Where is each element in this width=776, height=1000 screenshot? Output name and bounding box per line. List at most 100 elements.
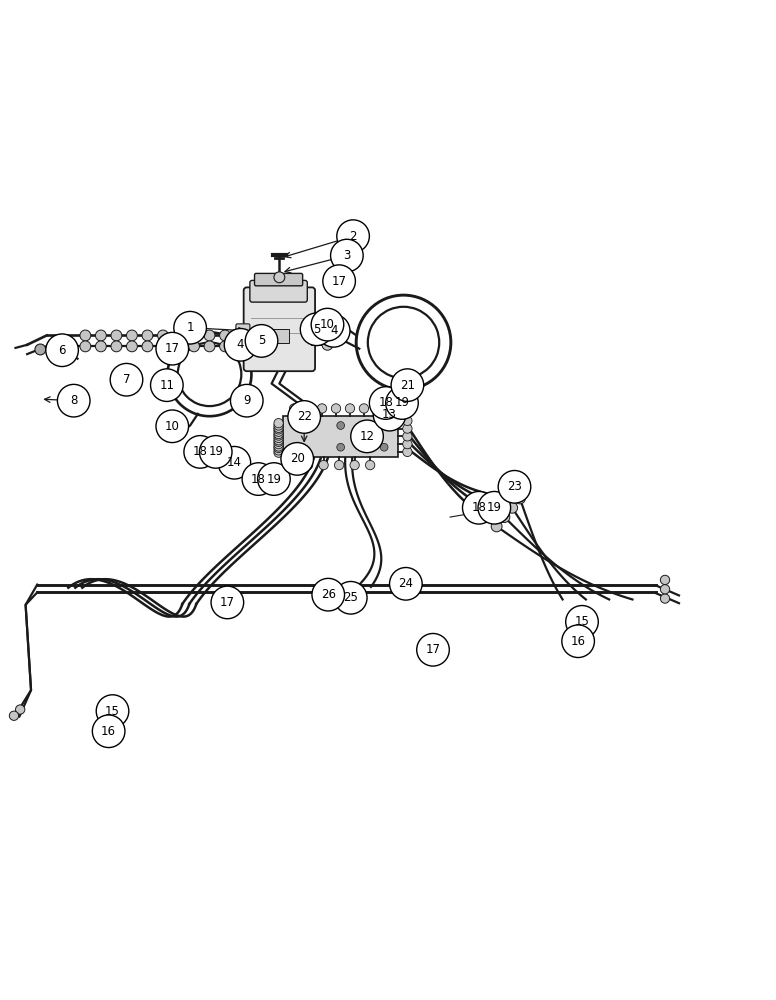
Text: 18: 18 bbox=[378, 396, 393, 410]
Circle shape bbox=[156, 332, 189, 365]
Circle shape bbox=[403, 447, 412, 457]
Text: 18: 18 bbox=[192, 445, 208, 458]
Circle shape bbox=[274, 443, 283, 453]
Circle shape bbox=[189, 341, 199, 352]
Circle shape bbox=[268, 475, 279, 486]
Circle shape bbox=[189, 330, 199, 341]
Circle shape bbox=[380, 443, 388, 451]
Circle shape bbox=[173, 330, 184, 341]
Text: 17: 17 bbox=[220, 596, 235, 609]
Circle shape bbox=[158, 341, 168, 352]
FancyBboxPatch shape bbox=[250, 280, 307, 302]
Text: 4: 4 bbox=[330, 324, 338, 337]
Circle shape bbox=[365, 460, 375, 470]
Text: 25: 25 bbox=[343, 591, 359, 604]
Circle shape bbox=[403, 432, 412, 441]
Text: 15: 15 bbox=[574, 615, 590, 628]
Circle shape bbox=[303, 460, 313, 470]
Circle shape bbox=[258, 463, 290, 495]
Circle shape bbox=[218, 446, 251, 479]
Circle shape bbox=[403, 439, 412, 449]
Text: 10: 10 bbox=[165, 420, 180, 433]
Circle shape bbox=[334, 460, 344, 470]
Circle shape bbox=[312, 578, 345, 611]
Circle shape bbox=[9, 711, 19, 720]
Circle shape bbox=[57, 384, 90, 417]
Text: 16: 16 bbox=[570, 635, 586, 648]
Circle shape bbox=[204, 330, 215, 341]
Circle shape bbox=[300, 313, 333, 346]
Text: 5: 5 bbox=[258, 334, 265, 347]
Circle shape bbox=[514, 493, 525, 504]
Circle shape bbox=[253, 475, 264, 486]
Circle shape bbox=[337, 443, 345, 451]
Text: 19: 19 bbox=[394, 396, 410, 410]
Circle shape bbox=[274, 448, 283, 457]
Circle shape bbox=[380, 400, 391, 411]
Text: 15: 15 bbox=[105, 705, 120, 718]
Circle shape bbox=[184, 436, 217, 468]
Circle shape bbox=[507, 502, 518, 513]
Circle shape bbox=[319, 460, 328, 470]
Text: 22: 22 bbox=[296, 410, 312, 423]
Circle shape bbox=[351, 420, 383, 453]
Circle shape bbox=[397, 400, 407, 411]
Text: 1: 1 bbox=[186, 321, 194, 334]
Circle shape bbox=[96, 695, 129, 727]
Circle shape bbox=[373, 404, 383, 413]
Circle shape bbox=[274, 423, 283, 432]
Circle shape bbox=[499, 512, 510, 523]
Text: 17: 17 bbox=[165, 342, 180, 355]
Circle shape bbox=[293, 422, 301, 429]
Circle shape bbox=[111, 341, 122, 352]
Circle shape bbox=[337, 220, 369, 252]
Text: 7: 7 bbox=[123, 373, 130, 386]
Circle shape bbox=[126, 330, 137, 341]
Text: 20: 20 bbox=[289, 452, 305, 465]
Text: 16: 16 bbox=[101, 725, 116, 738]
Circle shape bbox=[317, 404, 327, 413]
Text: 18: 18 bbox=[471, 501, 487, 514]
Circle shape bbox=[562, 625, 594, 658]
Circle shape bbox=[142, 341, 153, 352]
Text: 9: 9 bbox=[243, 394, 251, 407]
Text: 17: 17 bbox=[425, 643, 441, 656]
Text: 19: 19 bbox=[266, 473, 282, 486]
Text: 8: 8 bbox=[70, 394, 78, 407]
Circle shape bbox=[288, 401, 320, 433]
Circle shape bbox=[80, 341, 91, 352]
Circle shape bbox=[288, 460, 297, 470]
Circle shape bbox=[274, 425, 283, 434]
Circle shape bbox=[230, 384, 263, 417]
Circle shape bbox=[489, 504, 500, 515]
Text: 13: 13 bbox=[382, 408, 397, 421]
Circle shape bbox=[317, 315, 350, 347]
Bar bbox=[270, 329, 289, 343]
Text: 3: 3 bbox=[343, 249, 351, 262]
Circle shape bbox=[334, 581, 367, 614]
Circle shape bbox=[142, 330, 153, 341]
Circle shape bbox=[322, 320, 333, 331]
Circle shape bbox=[293, 443, 301, 451]
Circle shape bbox=[386, 387, 418, 419]
Circle shape bbox=[491, 521, 502, 532]
Circle shape bbox=[235, 330, 246, 341]
Circle shape bbox=[46, 334, 78, 367]
Circle shape bbox=[281, 443, 314, 475]
Circle shape bbox=[498, 471, 531, 503]
Text: 12: 12 bbox=[359, 430, 375, 443]
Circle shape bbox=[380, 422, 388, 429]
Circle shape bbox=[199, 436, 232, 468]
FancyBboxPatch shape bbox=[255, 273, 303, 286]
Circle shape bbox=[80, 330, 91, 341]
Circle shape bbox=[660, 585, 670, 594]
Circle shape bbox=[242, 463, 275, 495]
Text: 26: 26 bbox=[320, 588, 336, 601]
FancyBboxPatch shape bbox=[244, 287, 315, 371]
Circle shape bbox=[390, 568, 422, 600]
Circle shape bbox=[403, 416, 412, 426]
Text: 24: 24 bbox=[398, 577, 414, 590]
Circle shape bbox=[403, 424, 412, 433]
Text: 18: 18 bbox=[251, 473, 266, 486]
Circle shape bbox=[350, 460, 359, 470]
